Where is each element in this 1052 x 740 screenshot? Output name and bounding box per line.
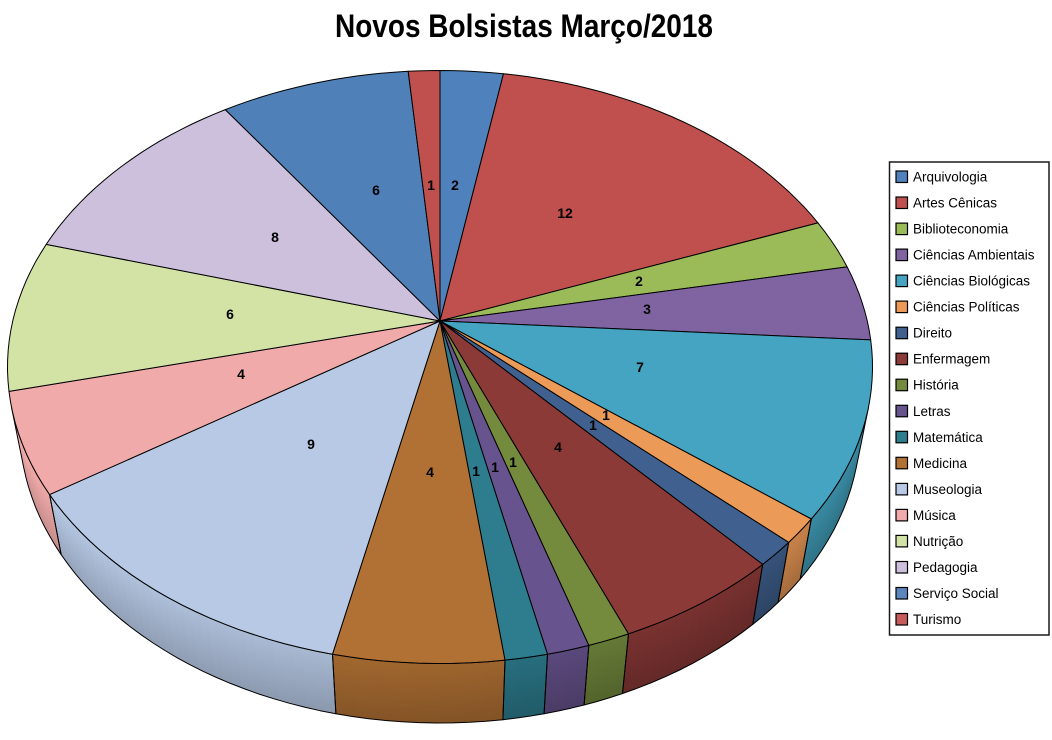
svg-text:9: 9: [307, 436, 315, 452]
svg-text:Música: Música: [913, 508, 956, 523]
svg-text:Direito: Direito: [913, 326, 952, 341]
svg-text:1: 1: [602, 407, 610, 423]
svg-text:6: 6: [226, 306, 234, 322]
svg-text:7: 7: [636, 359, 644, 375]
svg-text:1: 1: [491, 459, 499, 475]
svg-text:Novos Bolsistas Março/2018: Novos Bolsistas Março/2018: [335, 8, 713, 44]
svg-text:3: 3: [643, 301, 651, 317]
svg-text:Ciências Políticas: Ciências Políticas: [913, 300, 1020, 315]
svg-text:2: 2: [451, 177, 459, 193]
svg-text:Arquivologia: Arquivologia: [913, 170, 988, 185]
svg-text:4: 4: [237, 366, 245, 382]
svg-text:6: 6: [372, 182, 380, 198]
svg-text:Ciências Biológicas: Ciências Biológicas: [913, 274, 1030, 289]
svg-text:1: 1: [509, 454, 517, 470]
svg-text:Museologia: Museologia: [913, 482, 983, 497]
svg-text:Nutrição: Nutrição: [913, 534, 963, 549]
svg-text:8: 8: [271, 229, 279, 245]
svg-text:Matemática: Matemática: [913, 430, 983, 445]
svg-text:História: História: [913, 378, 959, 393]
svg-text:4: 4: [554, 439, 562, 455]
svg-text:Biblioteconomia: Biblioteconomia: [913, 222, 1009, 237]
svg-text:1: 1: [427, 177, 435, 193]
svg-text:Serviço Social: Serviço Social: [913, 586, 999, 601]
svg-text:Turismo: Turismo: [913, 612, 961, 627]
svg-text:1: 1: [589, 417, 597, 433]
svg-text:4: 4: [426, 464, 434, 480]
svg-text:Pedagogia: Pedagogia: [913, 560, 978, 575]
svg-text:Letras: Letras: [913, 404, 951, 419]
svg-text:Artes Cênicas: Artes Cênicas: [913, 196, 997, 211]
svg-text:Enfermagem: Enfermagem: [913, 352, 990, 367]
svg-text:12: 12: [557, 205, 573, 221]
svg-text:1: 1: [472, 463, 480, 479]
svg-text:2: 2: [635, 273, 643, 289]
svg-text:Medicina: Medicina: [913, 456, 968, 471]
svg-text:Ciências Ambientais: Ciências Ambientais: [913, 248, 1035, 263]
